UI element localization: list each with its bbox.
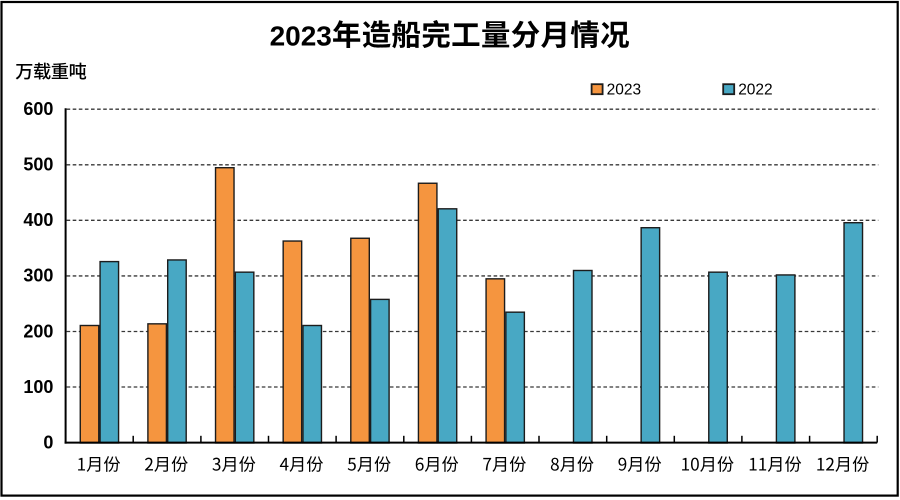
svg-text:500: 500 <box>23 155 53 175</box>
svg-text:2023: 2023 <box>607 81 641 98</box>
svg-text:400: 400 <box>23 210 53 230</box>
svg-text:300: 300 <box>23 266 53 286</box>
svg-text:0: 0 <box>43 432 53 452</box>
svg-text:600: 600 <box>23 99 53 119</box>
svg-text:200: 200 <box>23 321 53 341</box>
svg-text:2022: 2022 <box>738 81 772 98</box>
svg-text:2023: 2023 <box>270 20 332 51</box>
svg-text:100: 100 <box>23 377 53 397</box>
